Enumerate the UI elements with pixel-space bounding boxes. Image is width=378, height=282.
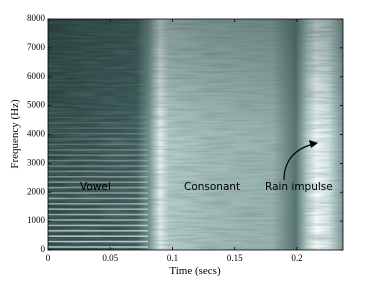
y-tick-label: 4000 [27,129,46,139]
x-tick-label: 0.1 [167,253,178,263]
y-tick-label: 0 [41,244,46,254]
spectrogram-shade [48,19,343,250]
annotation: Vowel [80,181,111,193]
y-axis-label: Frequency (Hz) [9,99,21,169]
spectrogram-image [48,19,343,250]
y-tick-label: 5000 [27,100,46,110]
x-tick-label: 0 [46,253,51,263]
annotation-arrow [283,143,315,181]
y-tick-label: 1000 [27,215,46,225]
annotation-arrowhead [309,140,318,148]
annotation: Consonant [184,181,240,193]
annotation: Rain impulse [265,181,333,193]
y-tick-label: 6000 [27,71,46,81]
y-tick-label: 2000 [27,186,46,196]
y-tick-label: 7000 [27,42,46,52]
axes: 0 0.05 0.1 0.15 0.2 0 1000 2000 3000 4000 5000 6000… [27,13,343,263]
x-tick-label: 0.05 [102,253,118,263]
x-tick-label: 0.15 [227,253,243,263]
harmonics [48,111,148,248]
y-tick-label: 8000 [27,13,46,23]
x-axis-label: Time (secs) [169,265,221,277]
x-tick-label: 0.2 [291,253,302,263]
y-tick-label: 3000 [27,157,46,167]
